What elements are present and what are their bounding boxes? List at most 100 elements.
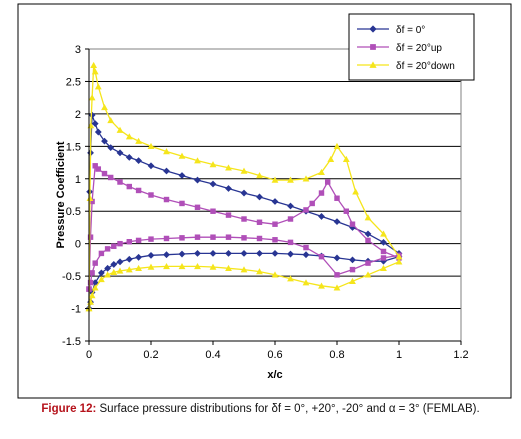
- square-marker: [349, 266, 356, 273]
- x-tick-label: 1: [396, 349, 402, 361]
- diamond-marker: [94, 128, 102, 136]
- triangle-marker: [333, 142, 341, 150]
- square-marker: [135, 187, 142, 194]
- series-2: [86, 163, 402, 292]
- x-axis-ticks: 0 0.2 0.4 0.6 0.8 1 1.2: [86, 340, 469, 361]
- square-marker: [148, 192, 154, 198]
- triangle-marker: [209, 263, 217, 270]
- triangle-marker: [90, 61, 98, 68]
- x-tick-label: 1.2: [453, 349, 468, 361]
- square-marker: [194, 204, 201, 211]
- triangle-marker: [302, 279, 310, 286]
- square-marker: [89, 198, 95, 205]
- square-marker: [95, 166, 102, 172]
- square-marker: [89, 270, 95, 276]
- square-marker: [318, 253, 325, 260]
- square-marker: [241, 216, 247, 222]
- diamond-marker: [349, 256, 356, 264]
- diamond-marker: [91, 279, 99, 286]
- square-marker: [194, 234, 201, 240]
- square-marker: [163, 196, 170, 203]
- caption-text: Surface pressure distributions for δf = …: [99, 403, 480, 415]
- square-marker: [87, 279, 94, 286]
- x-tick-label: 0.6: [267, 349, 282, 361]
- y-tick-label: -1: [71, 304, 81, 316]
- diamond-marker: [225, 250, 232, 257]
- triangle-marker: [333, 284, 341, 291]
- square-marker: [256, 219, 263, 225]
- diamond-marker: [333, 254, 341, 262]
- diamond-marker: [271, 250, 279, 257]
- legend-label: δf = 0°: [396, 25, 425, 36]
- triangle-marker: [271, 271, 279, 278]
- diamond-marker: [302, 251, 310, 259]
- triangle-marker: [135, 264, 142, 272]
- triangle-marker: [318, 282, 325, 289]
- square-marker: [179, 235, 185, 241]
- triangle-marker: [395, 258, 403, 265]
- diamond-marker: [364, 230, 372, 238]
- diamond-marker: [91, 120, 99, 128]
- triangle-marker: [116, 267, 124, 274]
- diamond-marker: [369, 25, 377, 33]
- x-axis-label: x/c: [267, 369, 282, 381]
- legend-label: δf = 20°down: [396, 61, 455, 72]
- triangle-marker: [369, 61, 377, 68]
- square-marker: [303, 207, 309, 213]
- triangle-marker: [240, 266, 248, 273]
- y-axis-ticks: -1.5 -1 -0.5 0 0.5 1 1.5 2 2.5 3: [62, 44, 90, 348]
- caption-label: Figure 12:: [41, 403, 97, 415]
- diamond-marker: [116, 258, 124, 266]
- square-marker: [104, 246, 111, 252]
- diamond-marker: [101, 137, 108, 145]
- square-marker: [318, 190, 325, 196]
- diamond-marker: [104, 264, 111, 272]
- y-tick-label: 2: [75, 109, 81, 121]
- x-tick-label: 0.8: [329, 349, 344, 361]
- triangle-marker: [364, 214, 372, 221]
- triangle-marker: [342, 155, 350, 163]
- square-marker: [135, 237, 142, 244]
- triangle-marker: [327, 155, 335, 163]
- diamond-marker: [147, 251, 155, 259]
- triangle-marker: [125, 266, 133, 273]
- square-marker: [92, 163, 98, 169]
- triangle-marker: [163, 262, 170, 270]
- square-marker: [126, 239, 133, 245]
- x-tick-label: 0.2: [143, 349, 158, 361]
- diamond-marker: [135, 253, 142, 261]
- square-marker: [225, 234, 232, 240]
- diamond-marker: [163, 167, 170, 175]
- square-marker: [343, 208, 350, 214]
- square-marker: [287, 216, 294, 222]
- square-marker: [370, 44, 376, 50]
- diamond-marker: [225, 185, 232, 192]
- square-marker: [272, 237, 278, 243]
- triangle-marker: [302, 175, 310, 182]
- diamond-marker: [125, 153, 133, 161]
- square-marker: [117, 240, 123, 247]
- series-layer: [85, 61, 403, 312]
- square-marker: [117, 179, 123, 185]
- triangle-marker: [94, 83, 102, 90]
- square-marker: [210, 208, 216, 214]
- diamond-marker: [240, 189, 248, 197]
- triangle-marker: [352, 188, 359, 195]
- triangle-marker: [380, 230, 387, 237]
- triangle-marker: [194, 262, 201, 270]
- square-marker: [365, 260, 371, 266]
- diamond-marker: [116, 149, 124, 157]
- square-marker: [334, 272, 340, 278]
- figure-caption: Figure 12: Surface pressure distribution…: [0, 403, 521, 415]
- triangle-marker: [88, 292, 96, 299]
- triangle-marker: [209, 161, 217, 168]
- diamond-marker: [209, 180, 217, 188]
- triangle-marker: [116, 126, 124, 133]
- diamond-marker: [287, 250, 294, 258]
- y-tick-label: -1.5: [62, 336, 81, 348]
- diamond-marker: [209, 250, 217, 257]
- triangle-marker: [110, 268, 118, 275]
- square-marker: [163, 235, 170, 242]
- square-marker: [126, 183, 133, 190]
- square-marker: [111, 243, 117, 249]
